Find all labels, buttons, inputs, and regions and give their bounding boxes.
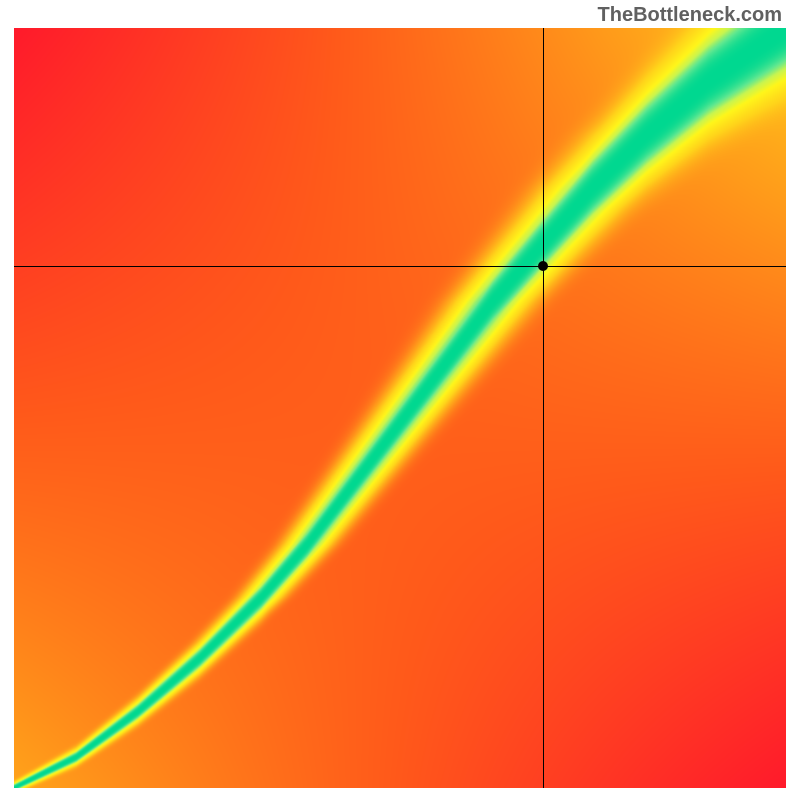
bottleneck-marker [538,261,548,271]
heatmap-canvas [14,28,786,788]
watermark-text: TheBottleneck.com [598,4,782,27]
crosshair-vertical [543,28,544,788]
bottleneck-heatmap [14,28,786,788]
crosshair-horizontal [14,266,786,267]
